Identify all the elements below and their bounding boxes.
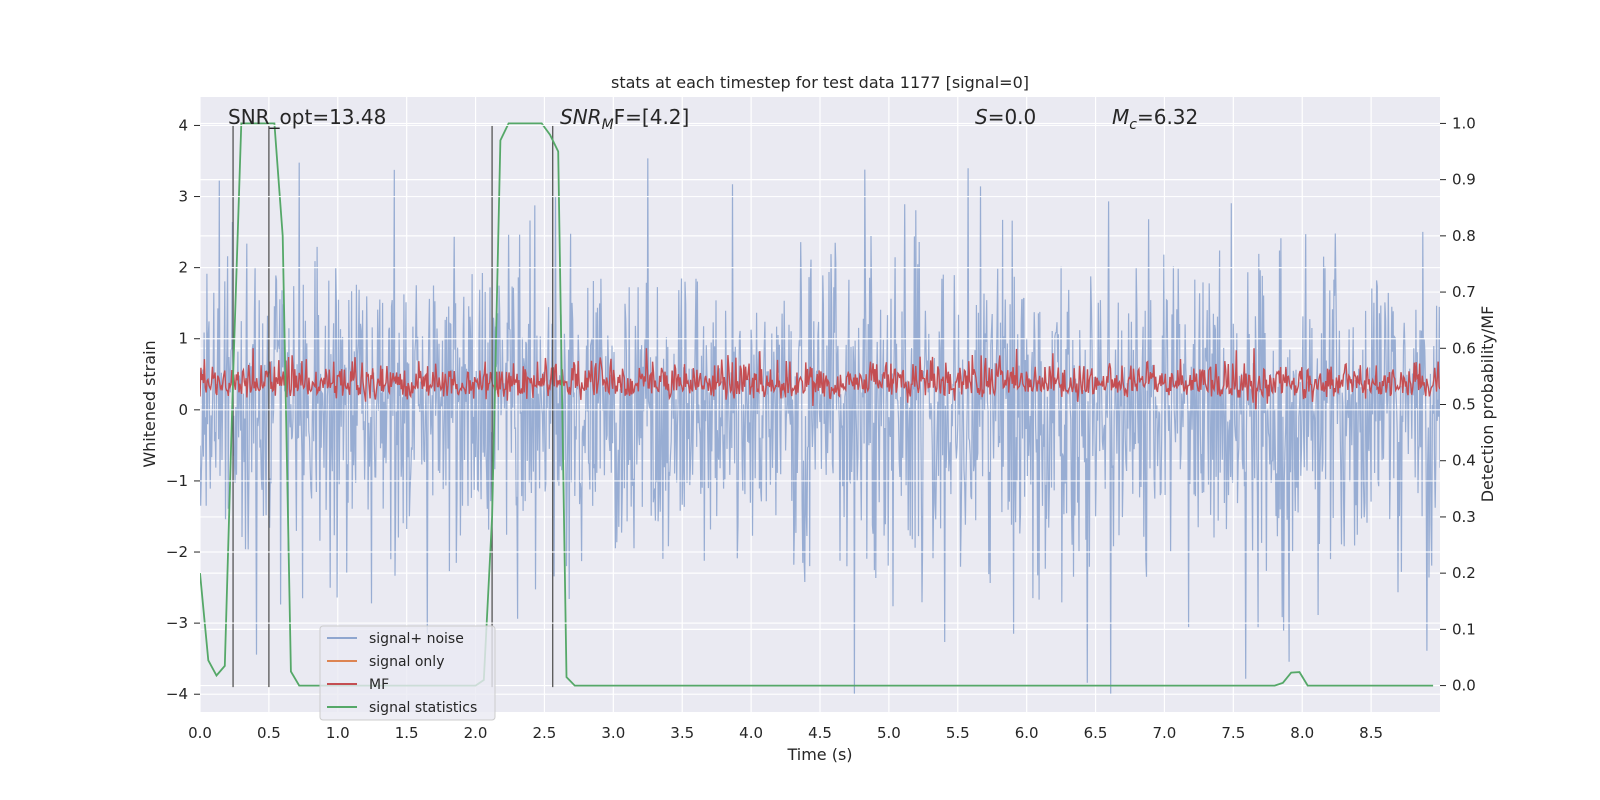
mc-value: =6.32 [1137,105,1198,129]
legend-label-signal-noise: signal+ noise [369,631,464,647]
snr-mf-annotation: SNRMF=[4.2] [560,105,689,133]
snr-mf-value: F=[4.2] [614,105,690,129]
x-tick-label: 0.0 [188,724,212,742]
legend: signal+ noise signal only MF signal stat… [319,625,496,721]
legend-label-signal-statistics: signal statistics [369,700,477,716]
mf-series [200,348,1440,411]
y-tick-label: −2 [166,543,188,561]
legend-label-signal-only: signal only [369,654,444,670]
y-tick-label: −4 [166,685,188,703]
y2-tick-label: 1.0 [1452,114,1476,132]
y2-tick-label: 0.0 [1452,677,1476,695]
y2-tick-label: 0.2 [1452,564,1476,582]
s-annotation: S=0.0 [975,105,1036,129]
mc-base: M [1112,105,1129,129]
x-axis-label: Time (s) [786,745,852,764]
x-tick-label: 7.5 [1221,724,1245,742]
y-gridlines [200,124,1440,695]
x-tick-label: 3.5 [670,724,694,742]
x-tick-label: 3.0 [601,724,625,742]
x-tick-label: 0.5 [257,724,281,742]
y2-tick-label: 0.6 [1452,339,1476,357]
x-tick-label: 8.0 [1290,724,1314,742]
signal-noise-series [200,158,1440,695]
y-axis: 4 3 2 1 0 −1 −2 −3 −4 [166,116,200,703]
y2-axis: 1.0 0.9 0.8 0.7 0.6 0.5 0.4 0.3 0.2 0.1 0.0 [1440,114,1476,695]
y-tick-label: 2 [178,259,188,277]
x-tick-label: 8.5 [1359,724,1383,742]
x-tick-label: 6.5 [1084,724,1108,742]
y-tick-label: 1 [178,330,188,348]
y2-tick-label: 0.9 [1452,171,1476,189]
s-variable: S [975,105,988,129]
x-tick-label: 5.0 [877,724,901,742]
y-axis-label: Whitened strain [140,340,159,467]
legend-box [319,625,496,721]
y-tick-label: −1 [166,472,188,490]
x-tick-label: 1.5 [395,724,419,742]
y2-tick-label: 0.3 [1452,508,1476,526]
x-tick-label: 7.0 [1153,724,1177,742]
y2-tick-label: 0.5 [1452,396,1476,414]
mc-subscript: c [1129,117,1137,133]
signal-noise-line [200,158,1440,695]
y2-tick-label: 0.7 [1452,283,1476,301]
x-tick-label: 4.5 [808,724,832,742]
mc-annotation: Mc=6.32 [1112,105,1198,133]
legend-label-mf: MF [369,677,389,693]
snr-mf-subscript: M [602,117,614,133]
snr-mf-base: SNR [560,105,602,129]
x-tick-label: 5.5 [946,724,970,742]
x-tick-label: 2.5 [533,724,557,742]
y2-tick-label: 0.1 [1452,620,1476,638]
chart-title: stats at each timestep for test data 117… [611,73,1029,92]
x-tick-label: 1.0 [326,724,350,742]
snr-opt-annotation: SNR_opt=13.48 [228,105,386,129]
y-tick-label: −3 [166,614,188,632]
s-value: =0.0 [988,105,1037,129]
y-tick-label: 4 [178,116,188,134]
x-tick-label: 2.0 [464,724,488,742]
x-tick-label: 4.0 [739,724,763,742]
y2-axis-label: Detection probability/MF [1478,306,1497,503]
mf-line [200,348,1440,411]
y-tick-label: 0 [178,401,188,419]
y2-tick-label: 0.8 [1452,227,1476,245]
y2-tick-label: 0.4 [1452,452,1476,470]
x-axis: 0.0 0.5 1.0 1.5 2.0 2.5 3.0 3.5 4.0 4.5 5.0 5.5 6.0 6… [188,724,1383,742]
y-tick-label: 3 [178,188,188,206]
x-tick-label: 6.0 [1015,724,1039,742]
